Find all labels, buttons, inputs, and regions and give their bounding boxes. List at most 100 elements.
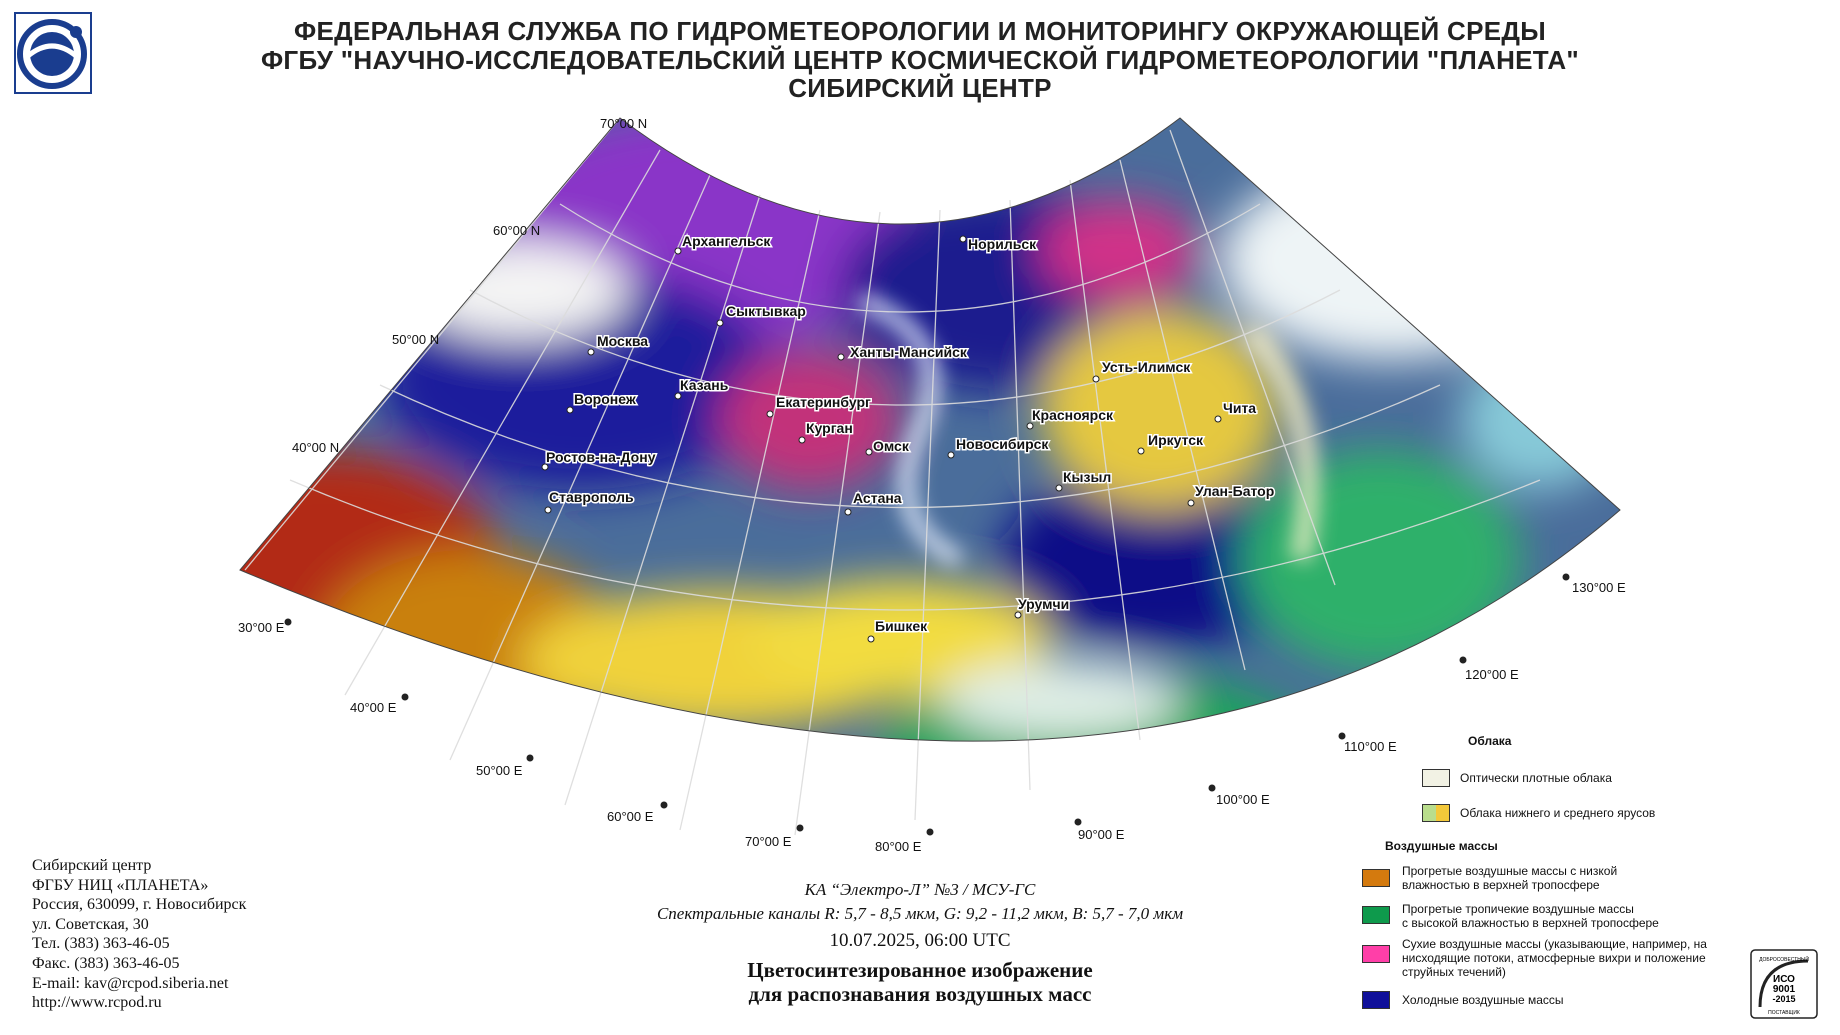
lon-label-50: 50°00 E: [476, 763, 523, 778]
city-rostov: Ростов-на-Дону: [541, 448, 657, 471]
city-ulaanbaatar: Улан-Батор: [1187, 482, 1276, 507]
caption-satellite: КА “Электро-Л” №3 / МСУ-ГС: [804, 880, 1036, 899]
svg-text:Кызыл: Кызыл: [1063, 469, 1111, 485]
contact-line: ул. Советская, 30: [32, 915, 149, 933]
city-omsk: Омск: [865, 437, 911, 456]
city-novosibirsk: Новосибирск: [947, 435, 1051, 459]
city-irkutsk: Иркутск: [1137, 431, 1206, 455]
city-kazan: Казань: [674, 376, 730, 400]
city-stavropol: Ставрополь: [544, 488, 636, 514]
city-kyzyl: Кызыл: [1055, 468, 1113, 492]
svg-text:Сыктывкар: Сыктывкар: [726, 303, 806, 319]
legend-warm-dry: Прогретые воздушные массы с низкой влажно…: [1402, 864, 1618, 892]
city-chita: Чита: [1214, 399, 1258, 423]
contact-line: Россия, 630099, г. Новосибирск: [32, 896, 247, 914]
legend-low-mid-clouds: Облака нижнего и среднего ярусов: [1460, 806, 1656, 820]
city-ust-ilimsk: Усть-Илимск: [1092, 358, 1193, 383]
swatch-dense-clouds: [1422, 769, 1450, 787]
lon-label-30: 30°00 E: [238, 620, 285, 635]
city-arkhangelsk: Архангельск: [674, 232, 773, 255]
city-kurgan: Курган: [798, 419, 854, 444]
planeta-logo: [14, 12, 92, 94]
legend-clouds-title: Облака: [1468, 734, 1512, 748]
lon-label-60: 60°00 E: [607, 809, 654, 824]
air-mass-imagery: [240, 118, 1620, 742]
contact-url: http://www.rcpod.ru: [32, 994, 162, 1012]
city-khanty-mansiysk: Ханты-Мансийск: [837, 343, 969, 362]
contact-line: ФГБУ НИЦ «ПЛАНЕТА»: [32, 876, 209, 894]
lat-label-40: 40°00 N: [292, 440, 339, 455]
city-voronezh: Воронеж: [566, 390, 638, 414]
city-norilsk: Норильск: [959, 235, 1039, 254]
svg-text:-2015: -2015: [1772, 994, 1795, 1004]
svg-text:Омск: Омск: [873, 438, 910, 454]
city-markers: Архангельск Норильск Сыктывкар Москва Ха…: [541, 232, 1276, 643]
lon-label-40: 40°00 E: [350, 700, 397, 715]
legend-air-title: Воздушные массы: [1385, 839, 1498, 853]
lat-label-50: 50°00 N: [392, 332, 439, 347]
city-yekaterinburg: Екатеринбург: [766, 393, 873, 418]
swatch-dry-air: [1362, 945, 1390, 963]
city-urumqi: Урумчи: [1014, 595, 1071, 619]
svg-text:Бишкек: Бишкек: [875, 618, 928, 634]
swatch-low-mid-clouds: [1422, 804, 1450, 822]
legend-cold-air: Холодные воздушные массы: [1402, 993, 1564, 1007]
svg-text:Ростов-на-Дону: Ростов-на-Дону: [546, 449, 656, 465]
swatch-cold-air: [1362, 991, 1390, 1009]
legend-dense-clouds: Оптически плотные облака: [1460, 771, 1612, 785]
svg-text:Норильск: Норильск: [968, 236, 1037, 252]
contact-block: Сибирский центр ФГБУ НИЦ «ПЛАНЕТА» Росси…: [32, 856, 246, 1013]
svg-text:Иркутск: Иркутск: [1148, 432, 1204, 448]
svg-text:Курган: Курган: [806, 420, 853, 436]
svg-text:9001: 9001: [1773, 984, 1796, 995]
header-line-1: ФЕДЕРАЛЬНАЯ СЛУЖБА ПО ГИДРОМЕТЕОРОЛОГИИ …: [293, 16, 1546, 46]
svg-text:Усть-Илимск: Усть-Илимск: [1102, 359, 1191, 375]
svg-text:ДОБРОСОВЕСТНЫЙ: ДОБРОСОВЕСТНЫЙ: [1759, 955, 1809, 963]
header-line-3: СИБИРСКИЙ ЦЕНТР: [788, 73, 1052, 103]
caption-title-2: для распознавания воздушных масс: [748, 982, 1092, 1006]
svg-text:ИСО: ИСО: [1773, 974, 1795, 985]
swatch-warm-dry: [1362, 869, 1390, 887]
city-moscow: Москва: [587, 332, 650, 356]
lon-label-130: 130°00 E: [1572, 580, 1626, 595]
lon-label-90: 90°00 E: [1078, 827, 1125, 842]
legend-dry-air: Сухие воздушные массы (указывающие, напр…: [1402, 937, 1707, 979]
caption-channels: Спектральные каналы R: 5,7 - 8,5 мкм, G:…: [656, 904, 1184, 923]
svg-text:Ставрополь: Ставрополь: [549, 489, 634, 505]
svg-text:ПОСТАВЩИК: ПОСТАВЩИК: [1768, 1010, 1800, 1016]
swatch-warm-moist: [1362, 906, 1390, 924]
svg-text:Казань: Казань: [680, 377, 729, 393]
caption-datetime: 10.07.2025, 06:00 UTC: [829, 930, 1011, 951]
svg-text:Воронеж: Воронеж: [574, 391, 637, 407]
lon-label-70: 70°00 E: [745, 834, 792, 849]
lon-label-120: 120°00 E: [1465, 667, 1519, 682]
city-bishkek: Бишкек: [867, 617, 930, 643]
city-krasnoyarsk: Красноярск: [1026, 406, 1115, 430]
caption-title-1: Цветосинтезированное изображение: [747, 958, 1093, 982]
contact-email: E-mail: kav@rcpod.siberia.net: [32, 974, 229, 992]
svg-text:Урумчи: Урумчи: [1018, 596, 1069, 612]
svg-text:Астана: Астана: [853, 490, 902, 506]
city-syktyvkar: Сыктывкар: [716, 302, 807, 327]
iso-9001-badge: ДОБРОСОВЕСТНЫЙ ИСО 9001 -2015 ПОСТАВЩИК: [1750, 949, 1818, 1019]
lon-label-80: 80°00 E: [875, 839, 922, 854]
svg-text:Улан-Батор: Улан-Батор: [1195, 483, 1274, 499]
map-frame: [239, 117, 1621, 742]
lon-label-110: 110°00 E: [1344, 739, 1397, 754]
city-astana: Астана: [844, 489, 903, 516]
svg-text:Москва: Москва: [597, 333, 648, 349]
lon-label-100: 100°00 E: [1216, 792, 1270, 807]
lon-labels: 30°00 E 40°00 E 50°00 E 60°00 E 70°00 E …: [238, 573, 1626, 854]
svg-text:Новосибирск: Новосибирск: [956, 436, 1049, 452]
lat-label-70: 70°00 N: [600, 116, 647, 131]
svg-text:Екатеринбург: Екатеринбург: [776, 394, 871, 410]
header-line-2: ФГБУ "НАУЧНО-ИССЛЕДОВАТЕЛЬСКИЙ ЦЕНТР КОС…: [260, 45, 1580, 75]
lat-label-60: 60°00 N: [493, 223, 540, 238]
svg-text:Красноярск: Красноярск: [1032, 407, 1114, 423]
legend-warm-moist: Прогретые тропичекие воздушные массы с вы…: [1402, 902, 1659, 930]
svg-text:Архангельск: Архангельск: [682, 233, 771, 249]
contact-line: Сибирский центр: [32, 857, 152, 874]
svg-text:Чита: Чита: [1223, 400, 1256, 416]
svg-text:Ханты-Мансийск: Ханты-Мансийск: [850, 344, 968, 360]
